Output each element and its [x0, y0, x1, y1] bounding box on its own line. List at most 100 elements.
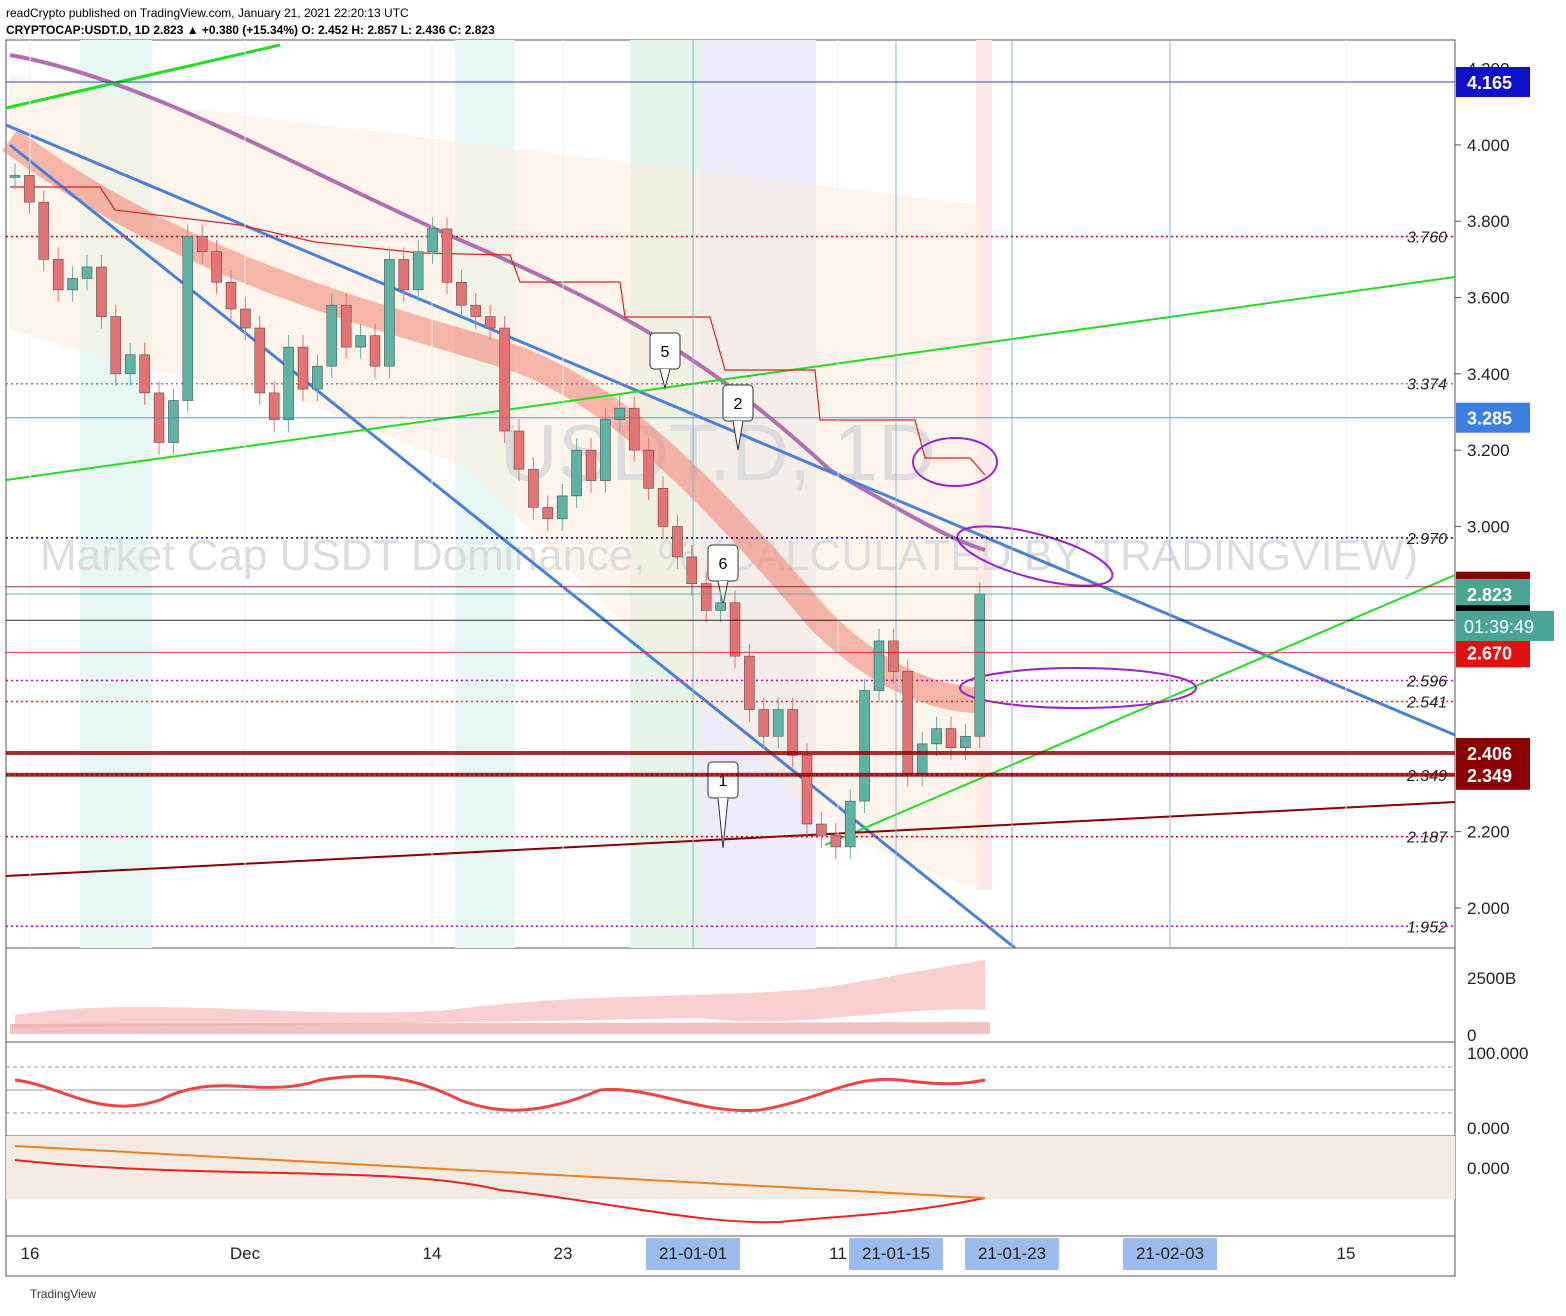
price-tag — [1456, 759, 1530, 790]
level-label: 2.970 — [1406, 531, 1447, 548]
candle — [700, 583, 712, 611]
candle — [556, 495, 568, 520]
x-tick-box — [965, 1238, 1059, 1270]
candle — [528, 468, 539, 508]
ema-band — [2, 129, 981, 713]
candle — [931, 728, 942, 745]
candle — [830, 835, 842, 848]
candle — [168, 400, 179, 443]
bottom-line — [14, 1145, 986, 1199]
x-tick-box — [646, 1238, 740, 1270]
watermark-symbol: USDT.D, 1D — [500, 408, 936, 497]
volume-bars — [10, 1022, 990, 1034]
candle — [772, 709, 784, 737]
candle — [196, 236, 208, 253]
candle — [888, 640, 899, 672]
candle — [369, 335, 381, 367]
candle — [182, 236, 194, 401]
oscillator — [14, 1074, 986, 1113]
countdown: 01:39:49 — [1464, 617, 1534, 637]
y-tick-label: 2.200 — [1467, 823, 1510, 842]
candle — [729, 602, 741, 657]
level-label: 3.374 — [1407, 377, 1447, 394]
candle — [312, 365, 323, 390]
candle — [816, 823, 827, 836]
candle — [542, 507, 554, 520]
level-label: 2.596 — [1406, 674, 1447, 691]
y-tick-label: 4.000 — [1467, 136, 1510, 155]
price-tag-label: 2.670 — [1467, 643, 1512, 663]
candle — [614, 407, 626, 420]
drawing — [959, 667, 1197, 709]
candle — [672, 526, 683, 558]
x-tick-label: 21-02-03 — [1136, 1244, 1204, 1263]
candle — [124, 354, 136, 375]
candle — [427, 228, 438, 253]
level-label: 3.760 — [1407, 229, 1447, 246]
price-tag — [1456, 66, 1530, 97]
candle — [9, 175, 21, 178]
candle — [974, 593, 986, 737]
candle — [873, 640, 885, 691]
candle — [916, 743, 928, 775]
callout: 5 — [649, 332, 681, 390]
time-axis — [5, 1235, 1456, 1277]
candle — [398, 259, 410, 291]
price-tag — [1456, 578, 1530, 609]
x-tick-label: 15 — [1337, 1244, 1356, 1263]
trendline — [5, 43, 281, 110]
trendline — [5, 276, 1456, 481]
drawing — [912, 437, 998, 487]
callout: 2 — [722, 384, 754, 451]
candle — [283, 346, 294, 420]
drawing — [956, 525, 1114, 587]
candle — [787, 709, 798, 756]
candle — [484, 316, 496, 329]
level-label: 2.187 — [1406, 830, 1448, 847]
callout-label: 2 — [734, 396, 743, 413]
y-tick-label: 3.600 — [1467, 289, 1510, 308]
candle — [441, 228, 453, 283]
candle — [240, 308, 251, 329]
quote: CRYPTOCAP:USDT.D, 1D 2.823 ▲ +0.380 (+15… — [6, 23, 495, 37]
candle — [600, 419, 611, 481]
price-tag — [1456, 637, 1530, 668]
x-tick-label: 11 — [829, 1244, 847, 1263]
level-label: 2.541 — [1406, 695, 1447, 712]
y-tick-label: 3.400 — [1467, 365, 1510, 384]
panel-tick-label: 0.000 — [1467, 1159, 1510, 1178]
price-tag-label: 3.285 — [1467, 409, 1512, 429]
candle — [657, 487, 669, 527]
price-tag — [1456, 402, 1530, 433]
candle — [715, 602, 726, 611]
candle — [268, 392, 280, 420]
candle — [96, 266, 107, 317]
x-tick-box — [849, 1238, 943, 1270]
volume-band — [15, 960, 985, 1028]
candle — [470, 304, 482, 317]
bottom-line — [14, 1159, 986, 1224]
candle — [326, 304, 338, 367]
trendline — [5, 801, 1456, 877]
candle — [211, 251, 222, 283]
candle — [384, 259, 395, 367]
candle — [585, 449, 597, 481]
candle — [24, 175, 35, 203]
x-tick-label: 21-01-23 — [978, 1244, 1046, 1263]
y-tick-label: 3.800 — [1467, 212, 1510, 231]
x-tick-label: 14 — [423, 1244, 442, 1263]
countdown-box — [1456, 610, 1554, 641]
y-tick-label: 3.000 — [1467, 517, 1510, 536]
callout-label: 6 — [719, 556, 728, 573]
y-tick-label: 3.200 — [1467, 441, 1510, 460]
panel-tick-label: 100.000 — [1467, 1044, 1528, 1063]
candle — [340, 304, 352, 348]
panel-tick-label: 0 — [1467, 1026, 1476, 1045]
candle — [902, 671, 914, 775]
callout-label: 1 — [719, 773, 728, 790]
candle — [81, 266, 93, 279]
candle — [945, 728, 957, 749]
stop-line — [10, 186, 986, 476]
candle — [139, 354, 150, 394]
